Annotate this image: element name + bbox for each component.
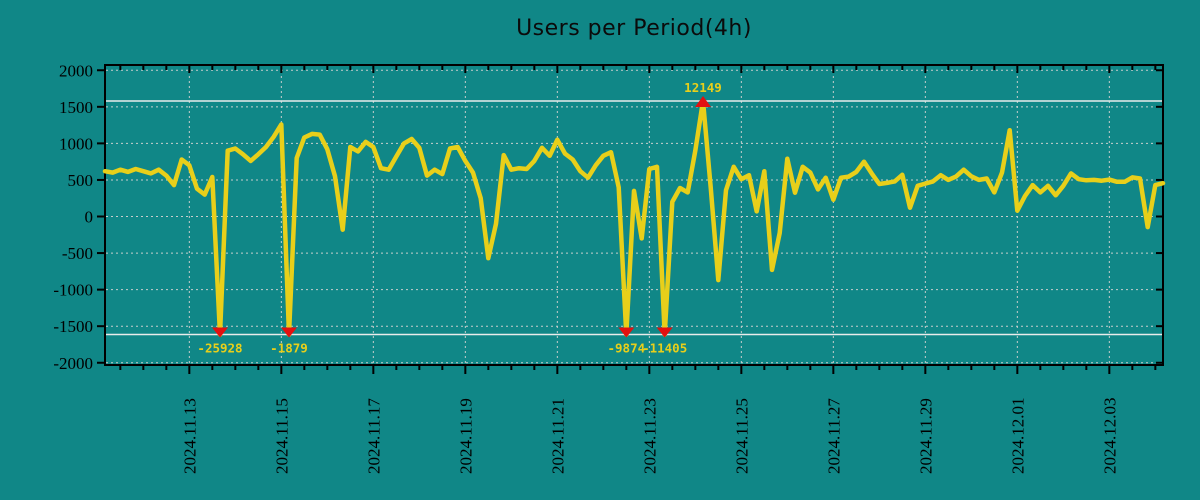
x-tick-label: 2024.11.23 [640, 398, 659, 474]
min-marker-icon [281, 327, 297, 338]
x-tick-label: 2024.11.29 [916, 398, 935, 474]
extreme-value-label: -11405 [642, 341, 687, 356]
y-tick-label: 500 [68, 171, 94, 190]
y-tick-label: 1000 [59, 134, 93, 153]
min-marker-icon [618, 327, 635, 338]
y-tick-label: -1000 [53, 281, 93, 300]
y-tick-label: 1500 [59, 98, 93, 117]
extreme-value-label: -25928 [197, 341, 242, 356]
x-tick-label: 2024.11.13 [180, 398, 199, 474]
max-marker-icon [695, 95, 711, 107]
extreme-value-label: -9874 [608, 341, 646, 356]
y-tick-label: 2000 [59, 61, 93, 80]
x-tick-label: 2024.11.19 [456, 398, 475, 474]
x-tick-label: 2024.11.27 [824, 398, 843, 474]
x-tick-label: 2024.11.15 [272, 398, 291, 474]
extreme-value-label: -1879 [270, 341, 308, 356]
x-tick-label: 2024.11.25 [732, 398, 751, 474]
x-tick-label: 2024.12.01 [1008, 398, 1027, 475]
series-line [102, 98, 1166, 337]
x-tick-label: 2024.11.17 [364, 398, 383, 474]
y-tick-label: -1500 [53, 317, 93, 336]
y-tick-label: -500 [62, 244, 93, 263]
x-tick-label: 2024.12.03 [1100, 398, 1119, 475]
x-tick-label: 2024.11.21 [548, 398, 567, 474]
min-marker-icon [212, 327, 228, 338]
min-marker-icon [656, 327, 673, 338]
chart-frame [104, 64, 1164, 366]
y-tick-label: 0 [85, 208, 94, 227]
chart-title: Users per Period(4h) [516, 16, 752, 41]
y-tick-label: -2000 [53, 354, 93, 373]
extreme-value-label: 12149 [684, 80, 722, 95]
